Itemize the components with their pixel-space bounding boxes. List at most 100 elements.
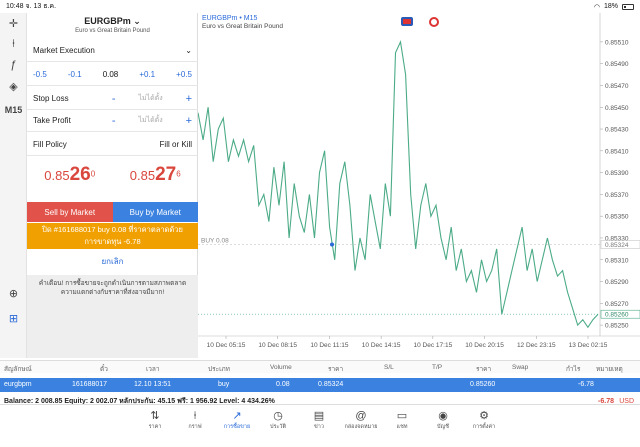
mailbox-icon: @ [355,410,367,422]
y-tick-label: 0.85490 [605,61,629,68]
y-tick-label: 0.85310 [605,257,629,264]
take-profit-plus[interactable]: + [185,114,192,127]
settings-icon: ⚙ [479,410,489,422]
take-profit-input[interactable]: ไม่ได้ตั้ง [138,117,163,124]
volume-minus-01[interactable]: -0.1 [67,70,82,79]
fill-policy-value: Fill or Kill [159,140,192,149]
fill-policy-label: Fill Policy [33,140,67,149]
y-tick-label: 0.85350 [605,214,629,221]
stop-loss-row: Stop Loss - ไม่ได้ตั้ง + [27,88,198,110]
indicator-icon[interactable]: ƒ [10,59,17,71]
take-profit-label: Take Profit [33,116,71,125]
tab-quotes[interactable]: ⇅ ราคา [137,409,173,431]
fill-policy-row[interactable]: Fill Policy Fill or Kill [27,134,198,156]
execution-select[interactable]: Market Execution ⌄ [27,40,198,62]
tab-news[interactable]: ▤ ข่าว [301,409,337,431]
volume-minus-05[interactable]: -0.5 [33,70,47,79]
close-position-line-2: การขาดทุน -6.78 [84,237,141,246]
col-swap: Swap [512,364,529,371]
buy-button[interactable]: Buy by Market [112,202,198,222]
stop-loss-plus[interactable]: + [185,92,192,105]
x-tick-label: 13 Dec 02:15 [569,342,608,349]
col-price: ราคา [328,366,344,373]
x-tick-label: 10 Dec 17:15 [414,342,453,349]
positions-header: สัญลักษณ์ ตั๋ว เวลา ประเภท Volume ราคา S… [0,360,640,373]
status-date: จ. 13 ธ.ค. [25,3,57,10]
wifi-icon: ◠ [593,3,600,11]
y-tick-label: 0.85390 [605,170,629,177]
timeframe-button[interactable]: M15 [4,105,23,115]
zoom-icon[interactable]: ⊕ [8,288,19,300]
position-row[interactable]: eurgbpm 161688017 12.10 13:51 buy 0.08 0… [0,378,640,392]
volume-plus-01[interactable]: +0.1 [139,70,156,79]
tab-accounts[interactable]: ◉ บัญชี [425,409,461,431]
col-time: เวลา [146,366,160,373]
price-line-series [197,40,599,329]
bid-price: 0.85260 [44,164,96,185]
row-ticket: 161688017 [72,381,108,388]
tab-chat[interactable]: ▭ แชท [384,409,420,431]
tab-settings[interactable]: ⚙ การตั้งค่า [466,409,502,431]
tab-mailbox[interactable]: @ กล่องจดหมาย [344,410,378,430]
battery-percent: 18% [603,3,618,10]
symbol-description: Euro vs Great Britain Pound [75,28,150,34]
x-tick-label: 10 Dec 20:15 [465,342,504,349]
entry-marker [330,242,334,247]
tab-trade[interactable]: ↗ การซื้อขาย [219,409,255,431]
buy-level-tag-box [600,240,640,249]
stop-loss-minus[interactable]: - [111,92,116,105]
status-bar: 10:48 จ. 13 ธ.ค. ◠ 18% [0,0,640,13]
bottom-tab-bar: ⇅ ราคา ⍿ กราฟ ↗ การซื้อขาย ◷ ประวัติ ▤ ข่าว @… [0,404,640,447]
x-tick-label: 10 Dec 11:15 [310,342,349,349]
volume-plus-05[interactable]: +0.5 [176,70,192,79]
balance-text: Balance: 2 008.85 Equity: 2 002.07 หลักป… [4,398,275,405]
x-tick-label: 10 Dec 05:15 [207,342,246,349]
col-current-price: ราคา [476,366,492,373]
cancel-button[interactable]: ยกเลิก [101,257,124,266]
balance-bar: Balance: 2 008.85 Equity: 2 002.07 หลักป… [0,396,640,408]
take-profit-minus[interactable]: - [111,114,116,127]
tab-history[interactable]: ◷ ประวัติ [260,409,296,431]
eur-flag-icon [429,17,439,27]
volume-row: -0.5 -0.1 0.08 +0.1 +0.5 [27,64,198,86]
col-sl: S/L [384,364,394,371]
buy-level-label: BUY 0.08 [201,238,229,245]
order-panel: EURGBPm ⌄ Euro vs Great Britain Pound Ma… [27,13,198,358]
symbol-selector[interactable]: EURGBPm ⌄ [27,16,198,27]
y-tick-label: 0.85510 [605,39,629,46]
x-tick-label: 12 Dec 23:15 [517,342,556,349]
new-order-icon[interactable]: ⊞ [8,313,19,325]
volume-input[interactable]: 0.08 [102,70,119,79]
battery-icon [622,3,634,10]
price-chart[interactable]: EURGBPm • M15 Euro vs Great Britain Poun… [197,13,640,358]
total-profit: -6.78 [598,398,614,405]
x-tick-label: 10 Dec 14:15 [362,342,401,349]
close-position-button[interactable]: ปิด #161688017 buy 0.08 ที่ราคาตลาดด้วย … [27,223,198,249]
sell-button[interactable]: Sell by Market [27,202,113,222]
warning-line-1: คำเตือน! การซื้อขายจะถูกดำเนินการตามสภาพ… [38,280,187,287]
candles-icon[interactable]: ⍿ [12,38,15,50]
col-tp: T/P [432,364,443,371]
close-position-line-1: ปิด #161688017 buy 0.08 ที่ราคาตลาดด้วย [42,225,183,234]
col-profit: กำไร [566,366,581,373]
accounts-icon: ◉ [438,410,448,422]
chat-icon: ▭ [396,410,408,422]
price-display: 0.85260 0.85276 [27,158,198,202]
quotes-icon: ⇅ [150,410,160,422]
tab-chart[interactable]: ⍿ กราฟ [177,409,213,431]
chart-description: Euro vs Great Britain Pound [202,23,283,30]
crosshair-icon[interactable]: ✛ [8,18,19,30]
news-icon: ▤ [313,410,325,422]
stop-loss-input[interactable]: ไม่ได้ตั้ง [138,95,163,102]
y-tick-label: 0.85330 [605,235,629,242]
y-tick-label: 0.85410 [605,148,629,155]
chart-symbol-timeframe: EURGBPm • M15 [202,15,258,22]
gbp-flag-icon [401,17,413,26]
ask-price: 0.85276 [129,164,181,185]
objects-icon[interactable]: ◈ [9,81,18,93]
row-volume: 0.08 [276,381,290,388]
col-symbol: สัญลักษณ์ [4,366,32,373]
history-icon: ◷ [273,410,283,422]
y-tick-label: 0.85430 [605,127,629,134]
warning-line-2: ความแตกต่างกับราคาที่ส่งอาจมีมาก! [60,289,165,296]
